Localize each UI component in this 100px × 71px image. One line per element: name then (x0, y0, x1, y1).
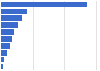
Bar (1, 64, 3, 69)
Bar (1, 9, 27, 14)
Bar (1, 15, 22, 21)
Bar (1, 2, 87, 7)
Bar (1, 36, 12, 42)
Bar (1, 43, 10, 49)
Bar (1, 29, 14, 35)
Bar (1, 50, 7, 56)
Bar (1, 22, 18, 28)
Bar (1, 57, 4, 62)
